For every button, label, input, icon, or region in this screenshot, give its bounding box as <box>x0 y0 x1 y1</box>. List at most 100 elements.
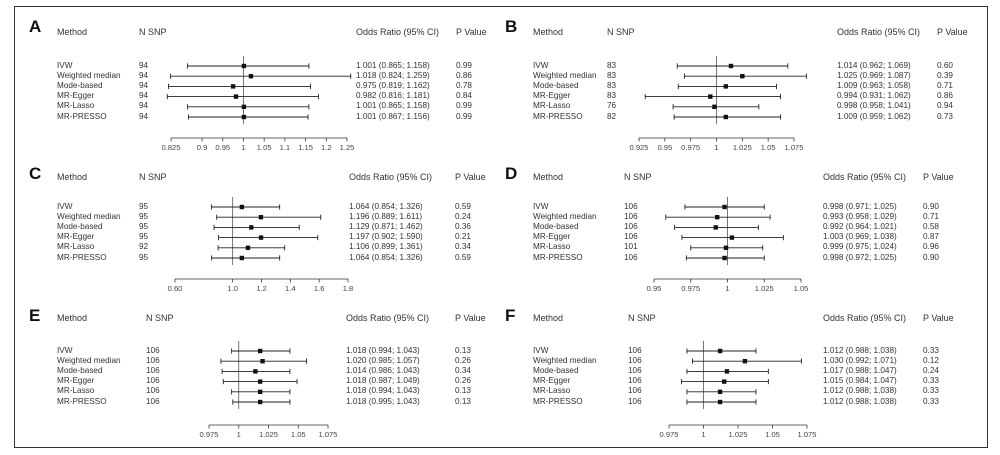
point-estimate-marker <box>708 94 713 99</box>
row-nsnp-value: 95 <box>139 221 149 231</box>
panel-letter: E <box>29 306 41 325</box>
row-or-ci-value: 1.009 (0.959; 1.062) <box>837 111 911 121</box>
row-or-ci-value: 1.030 (0.992; 1.071) <box>823 355 897 365</box>
x-axis-tick-label: 0.975 <box>199 430 219 439</box>
row-p-value: 0.13 <box>455 396 471 406</box>
row-or-ci-value: 1.064 (0.854; 1.326) <box>349 201 423 211</box>
point-estimate-marker <box>724 369 730 374</box>
row-method-label: Weighted median <box>533 70 597 80</box>
row-or-ci-value: 1.014 (0.962; 1.069) <box>837 60 911 70</box>
x-axis-tick-label: 0.975 <box>681 143 701 152</box>
point-estimate-marker <box>239 255 245 261</box>
row-or-ci-value: 1.001 (0.867; 1.156) <box>356 111 430 121</box>
row-p-value: 0.86 <box>456 70 472 80</box>
row-p-value: 0.26 <box>455 355 471 365</box>
column-header-p: P Value <box>923 172 954 182</box>
column-header-or: Odds Ratio (95% CI) <box>823 172 907 182</box>
point-estimate-marker <box>257 379 263 384</box>
forest-plot-area <box>174 197 349 283</box>
panel-letter: D <box>505 164 518 183</box>
row-method-label: IVW <box>57 345 73 355</box>
x-axis-tick-label: 1.15 <box>298 143 313 152</box>
point-estimate-marker <box>230 84 236 89</box>
x-axis-tick-label: 0.60 <box>167 284 183 293</box>
row-or-ci-value: 1.012 (0.988; 1.038) <box>823 345 897 355</box>
x-axis-tick-label: 0.825 <box>161 143 181 152</box>
row-method-label: MR-Egger <box>533 376 571 386</box>
row-p-value: 0.71 <box>923 211 939 221</box>
row-method-label: Weighted median <box>57 70 121 80</box>
row-nsnp-value: 106 <box>146 386 160 396</box>
x-axis-tick-label: 1.6 <box>313 284 325 293</box>
panel-letter: C <box>29 164 42 183</box>
row-or-ci-value: 1.015 (0.984; 1.047) <box>823 376 897 386</box>
point-estimate-marker <box>729 235 735 240</box>
row-method-label: MR-Egger <box>57 91 95 101</box>
row-method-label: Weighted median <box>57 211 121 221</box>
row-p-value: 0.78 <box>456 80 472 90</box>
row-p-value: 0.73 <box>937 111 953 121</box>
row-p-value: 0.21 <box>455 232 471 242</box>
row-method-label: Weighted median <box>533 211 597 221</box>
row-nsnp-value: 106 <box>624 201 638 211</box>
row-method-label: MR-PRESSO <box>57 252 107 262</box>
row-p-value: 0.90 <box>923 201 939 211</box>
x-axis-tick-label: 1.05 <box>256 143 272 152</box>
row-nsnp-value: 101 <box>624 242 638 252</box>
row-nsnp-value: 106 <box>146 376 160 386</box>
column-header-method: Method <box>533 313 564 323</box>
row-p-value: 0.94 <box>937 101 953 111</box>
x-axis-tick-label: 0.95 <box>215 143 231 152</box>
forest-plot-area <box>638 56 807 142</box>
row-nsnp-value: 83 <box>607 70 617 80</box>
x-axis-tick-label: 1.05 <box>760 143 776 152</box>
row-nsnp-value: 95 <box>139 211 149 221</box>
column-header-or: Odds Ratio (95% CI) <box>356 27 440 37</box>
row-nsnp-value: 106 <box>624 252 638 262</box>
row-nsnp-value: 106 <box>624 232 638 242</box>
row-method-label: MR-Egger <box>57 376 95 386</box>
row-method-label: Weighted median <box>57 355 121 365</box>
row-method-label: Mode-based <box>533 80 579 90</box>
x-axis-tick-label: 0.975 <box>681 284 701 293</box>
row-nsnp-value: 83 <box>607 60 617 70</box>
row-nsnp-value: 95 <box>139 252 149 262</box>
row-nsnp-value: 94 <box>139 80 149 90</box>
point-estimate-marker <box>257 348 263 354</box>
point-estimate-marker <box>740 74 745 79</box>
row-method-label: IVW <box>57 60 73 70</box>
x-axis-tick-label: 1.05 <box>765 430 780 439</box>
row-nsnp-value: 92 <box>139 242 149 252</box>
row-p-value: 0.60 <box>937 60 953 70</box>
x-axis-tick-label: 1.025 <box>754 284 774 293</box>
row-p-value: 0.34 <box>455 365 471 375</box>
x-axis-tick-label: 1 <box>701 430 706 439</box>
forest-panel-e: E Method N SNP Odds Ratio (95% CI) P Value IV… <box>23 304 503 447</box>
forest-panel-b: B Method N SNP Odds Ratio (95% CI) P Value IV… <box>499 15 979 158</box>
row-or-ci-value: 1.018 (0.995; 1.043) <box>346 396 420 406</box>
x-axis-tick-label: 1.25 <box>339 143 355 152</box>
x-axis-tick-label: 1.2 <box>321 143 332 152</box>
forest-plot-area <box>208 341 329 429</box>
row-p-value: 0.33 <box>923 376 939 386</box>
row-nsnp-value: 95 <box>139 232 149 242</box>
point-estimate-marker <box>253 369 258 374</box>
row-p-value: 0.96 <box>923 242 939 252</box>
column-header-p: P Value <box>455 313 486 323</box>
panel-letter: F <box>505 306 516 325</box>
row-or-ci-value: 1.012 (0.988; 1.038) <box>823 396 897 406</box>
row-method-label: MR-Lasso <box>57 101 95 111</box>
row-method-label: MR-Lasso <box>533 242 571 252</box>
point-estimate-marker <box>257 399 263 405</box>
row-p-value: 0.59 <box>455 201 471 211</box>
point-estimate-marker <box>715 215 720 220</box>
row-or-ci-value: 1.018 (0.994; 1.043) <box>346 386 420 396</box>
row-nsnp-value: 106 <box>628 355 642 365</box>
row-p-value: 0.90 <box>923 252 939 262</box>
row-method-label: MR-Lasso <box>57 242 95 252</box>
column-header-nsnp: N SNP <box>624 172 652 182</box>
row-nsnp-value: 106 <box>146 345 160 355</box>
row-p-value: 0.87 <box>923 232 939 242</box>
row-p-value: 0.33 <box>923 396 939 406</box>
row-or-ci-value: 0.998 (0.972; 1.025) <box>823 252 897 262</box>
